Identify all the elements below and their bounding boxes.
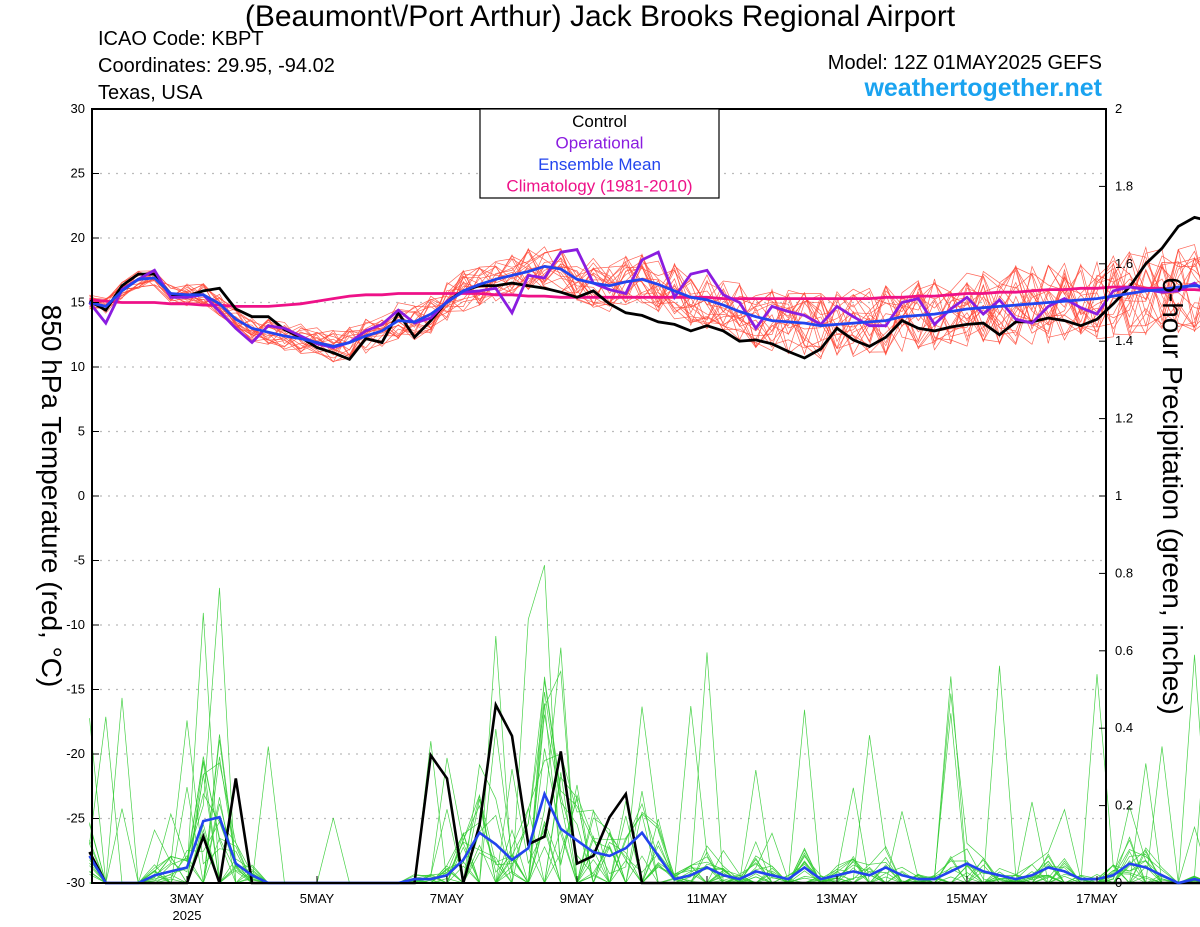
precip-member-line xyxy=(89,635,1200,884)
model-run: Model: 12Z 01MAY2025 GEFS xyxy=(827,52,1102,74)
grid-lines xyxy=(92,172,1106,820)
y-tick-label: 20 xyxy=(71,230,85,245)
temp-member-line xyxy=(89,253,1200,357)
legend-box xyxy=(479,108,720,199)
x-tick-label: 3MAY xyxy=(170,891,205,906)
icao-code: ICAO Code: KBPT xyxy=(98,28,264,50)
precip-member-line xyxy=(89,713,1200,885)
legend-entry: Control xyxy=(572,112,627,131)
legend-entry: Operational xyxy=(556,134,644,153)
x-tick-label: 13MAY xyxy=(816,891,858,906)
y-tick-label: -5 xyxy=(73,553,85,568)
y-tick-label: -30 xyxy=(66,875,85,890)
temp-member-line xyxy=(89,244,1200,358)
x-tick-sublabel: 2025 xyxy=(173,908,202,923)
y-tick-label: 0 xyxy=(78,488,85,503)
y2-tick-label: 1 xyxy=(1115,488,1122,503)
x-tick-label: 5MAY xyxy=(300,891,335,906)
region: Texas, USA xyxy=(98,82,203,104)
precip-member-line xyxy=(89,691,1200,884)
temp-operational-line xyxy=(88,248,1200,350)
temp-member-line xyxy=(89,245,1200,352)
y2-tick-label: 0 xyxy=(1115,875,1122,890)
temp-member-line xyxy=(89,254,1200,356)
y-tick-label: -15 xyxy=(66,682,85,697)
y2-tick-label: 0.2 xyxy=(1115,798,1133,813)
legend-entry: Ensemble Mean xyxy=(538,155,661,174)
x-tick-label: 9MAY xyxy=(560,891,595,906)
y-tick-label: 25 xyxy=(71,166,85,181)
y2-tick-label: 0.8 xyxy=(1115,565,1133,580)
y-tick-label: 5 xyxy=(78,424,85,439)
temp-member-line xyxy=(89,247,1200,358)
x-tick-label: 7MAY xyxy=(430,891,465,906)
y2-tick-label: 1.4 xyxy=(1115,333,1133,348)
temp-member-line xyxy=(89,249,1200,362)
legend: Control Operational Ensemble Mean Climatolo… xyxy=(479,108,720,199)
y-tick-label: 10 xyxy=(71,359,85,374)
x-tick-label: 15MAY xyxy=(946,891,988,906)
precip-member-line xyxy=(89,741,1200,884)
legend-entry: Climatology (1981-2010) xyxy=(506,177,692,196)
precip-member-line xyxy=(89,756,1200,884)
y-tick-label: 15 xyxy=(71,295,85,310)
y-tick-label: -25 xyxy=(66,811,85,826)
y2-tick-label: 0.6 xyxy=(1115,643,1133,658)
chart-title: (Beaumont\/Port Arthur) Jack Brooks Regi… xyxy=(244,0,956,33)
precip-member-line xyxy=(89,784,1200,884)
y-axis-title: 850 hPa Temperature (red, °C) xyxy=(36,305,67,688)
temp-member-line xyxy=(89,249,1200,351)
temp-ensemble-mean-line xyxy=(89,264,1200,348)
axis-ticks: 302520151050-5-10-15-20-25-3021.81.61.41… xyxy=(66,101,1133,923)
site-link[interactable]: weathertogether.net xyxy=(864,74,1102,102)
x-tick-label: 11MAY xyxy=(687,891,728,906)
x-tick-label: 17MAY xyxy=(1076,891,1118,906)
precip-member-line xyxy=(89,676,1200,884)
temp-member-line xyxy=(89,251,1200,363)
temp-member-line xyxy=(89,260,1200,360)
precip-member-line xyxy=(89,718,1200,884)
y2-tick-label: 1.2 xyxy=(1115,411,1133,426)
y-tick-label: -20 xyxy=(66,746,85,761)
y2-axis-title: 6-hour Precipitation (green, inches) xyxy=(1157,277,1188,714)
precip-control-line xyxy=(88,700,1200,885)
y2-tick-label: 1.8 xyxy=(1115,178,1133,193)
main-series xyxy=(88,215,1200,885)
y2-tick-label: 0.4 xyxy=(1115,720,1133,735)
y-tick-label: -10 xyxy=(66,617,85,632)
precip-member-line xyxy=(89,705,1200,884)
y2-tick-label: 2 xyxy=(1115,101,1122,116)
y-tick-label: 30 xyxy=(71,101,85,116)
temp-member-line xyxy=(89,255,1200,356)
y2-tick-label: 1.6 xyxy=(1115,256,1133,271)
coordinates: Coordinates: 29.95, -94.02 xyxy=(98,55,335,77)
